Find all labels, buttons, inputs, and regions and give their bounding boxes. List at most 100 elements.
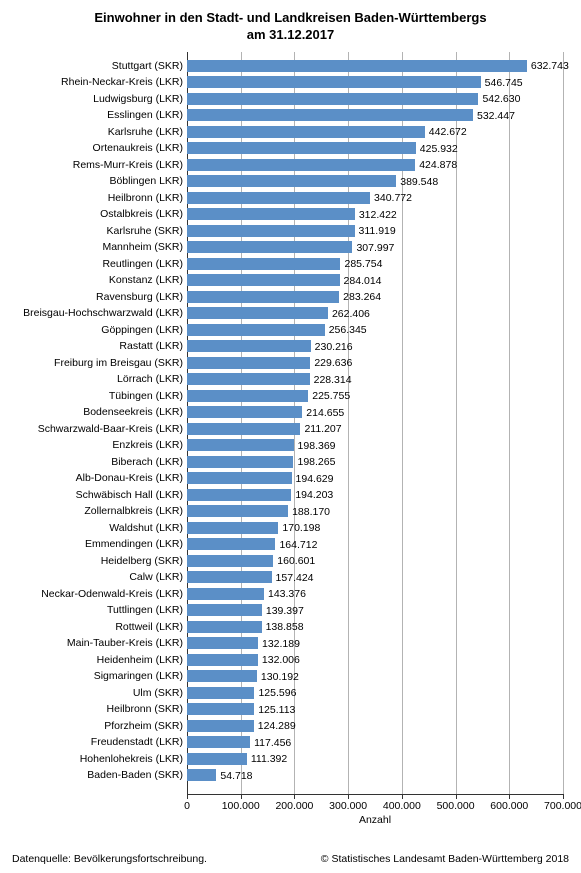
category-label: Ravensburg (LKR) [8,292,183,303]
value-label: 546.745 [485,78,523,89]
value-label: 130.192 [261,672,299,683]
category-label: Enzkreis (LKR) [8,440,183,451]
bar-row: Zollernalbkreis (LKR)188.170 [12,503,569,520]
bar-row: Ludwigsburg (LKR)542.630 [12,91,569,108]
bar [187,703,254,715]
bar-row: Reutlingen (LKR)285.754 [12,256,569,273]
bar [187,489,291,501]
bar [187,439,294,451]
value-label: 442.672 [429,127,467,138]
category-label: Main-Tauber-Kreis (LKR) [8,638,183,649]
value-label: 542.630 [482,94,520,105]
bar-row: Karlsruhe (LKR)442.672 [12,124,569,141]
bar-row: Rastatt (LKR)230.216 [12,338,569,355]
bar-row: Böblingen LKR)389.548 [12,173,569,190]
bar [187,291,339,303]
bar [187,357,310,369]
x-axis-label: Anzahl [187,814,563,826]
value-label: 157.424 [276,573,314,584]
category-label: Heidenheim (LKR) [8,655,183,666]
category-label: Emmendingen (LKR) [8,539,183,550]
category-label: Calw (LKR) [8,572,183,583]
bar [187,76,481,88]
x-tick-label: 600.000 [490,800,528,812]
category-label: Schwäbisch Hall (LKR) [8,490,183,501]
bar [187,258,340,270]
value-label: 194.203 [295,490,333,501]
value-label: 311.919 [359,226,396,237]
bar [187,60,527,72]
category-label: Rhein-Neckar-Kreis (LKR) [8,77,183,88]
bar [187,621,262,633]
category-label: Ludwigsburg (LKR) [8,94,183,105]
category-label: Heilbronn (LKR) [8,193,183,204]
bar [187,241,352,253]
value-label: 194.629 [296,474,334,485]
value-label: 188.170 [292,507,330,518]
category-label: Alb-Donau-Kreis (LKR) [8,473,183,484]
value-label: 138.858 [266,622,304,633]
value-label: 389.548 [400,177,438,188]
value-label: 229.636 [314,358,352,369]
bar-row: Konstanz (LKR)284.014 [12,272,569,289]
x-tick [241,794,242,799]
value-label: 214.655 [306,408,344,419]
value-label: 139.397 [266,606,304,617]
copyright-text: © Statistisches Landesamt Baden-Württemb… [321,853,569,865]
value-label: 256.345 [329,325,367,336]
category-label: Ortenaukreis (LKR) [8,143,183,154]
bar-row: Ortenaukreis (LKR)425.932 [12,140,569,157]
x-tick [456,794,457,799]
value-label: 225.755 [312,391,350,402]
bar [187,505,288,517]
title-line-2: am 31.12.2017 [247,27,334,42]
bar [187,274,340,286]
bar-row: Sigmaringen (LKR)130.192 [12,668,569,685]
value-label: 198.265 [297,457,335,468]
bar [187,390,308,402]
category-label: Bodenseekreis (LKR) [8,407,183,418]
bar [187,225,355,237]
bar [187,555,273,567]
bar [187,208,355,220]
value-label: 284.014 [344,276,382,287]
bar-row: Tübingen (LKR)225.755 [12,388,569,405]
x-tick [402,794,403,799]
category-label: Konstanz (LKR) [8,275,183,286]
bar [187,456,293,468]
value-label: 230.216 [315,342,353,353]
bar-row: Rhein-Neckar-Kreis (LKR)546.745 [12,74,569,91]
category-label: Neckar-Odenwald-Kreis (LKR) [8,589,183,600]
bar-row: Göppingen (LKR)256.345 [12,322,569,339]
value-label: 125.596 [258,688,296,699]
x-axis-line [187,794,563,795]
value-label: 340.772 [374,193,412,204]
bar [187,109,473,121]
bar [187,571,272,583]
x-tick [187,794,188,799]
category-label: Ulm (SKR) [8,688,183,699]
bar [187,373,310,385]
bar [187,736,250,748]
category-label: Karlsruhe (LKR) [8,127,183,138]
category-label: Waldshut (LKR) [8,523,183,534]
bar-row: Alb-Donau-Kreis (LKR)194.629 [12,470,569,487]
bar [187,159,415,171]
bar-row: Baden-Baden (SKR)54.718 [12,767,569,784]
bar-row: Mannheim (SKR)307.997 [12,239,569,256]
category-label: Karlsruhe (SKR) [8,226,183,237]
source-text: Datenquelle: Bevölkerungsfortschreibung. [12,853,207,865]
value-label: 164.712 [279,540,317,551]
x-tick [294,794,295,799]
category-label: Stuttgart (SKR) [8,61,183,72]
bar [187,687,254,699]
bar-row: Waldshut (LKR)170.198 [12,520,569,537]
category-label: Hohenlohekreis (LKR) [8,754,183,765]
category-label: Breisgau-Hochschwarzwald (LKR) [8,308,183,319]
bar [187,423,300,435]
value-label: 160.601 [277,556,315,567]
category-label: Pforzheim (SKR) [8,721,183,732]
bar-row: Hohenlohekreis (LKR)111.392 [12,751,569,768]
bar-row: Pforzheim (SKR)124.289 [12,718,569,735]
bar [187,340,311,352]
